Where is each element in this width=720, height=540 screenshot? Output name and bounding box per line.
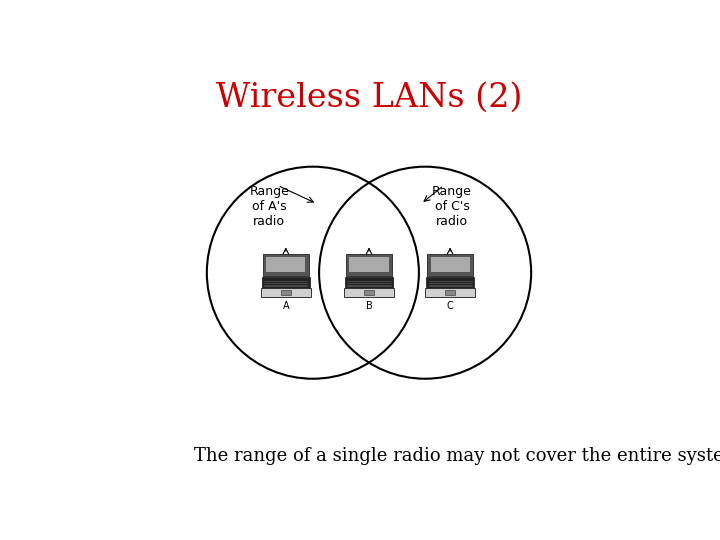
Bar (425, 288, 475, 296)
Text: The range of a single radio may not cover the entire system.: The range of a single radio may not cove… (194, 447, 720, 464)
Text: Range
of A's
radio: Range of A's radio (249, 185, 289, 228)
Circle shape (319, 167, 531, 379)
Bar (426, 278, 474, 288)
Bar (349, 257, 389, 272)
Text: Range
of C's
radio: Range of C's radio (432, 185, 472, 228)
Bar (281, 290, 291, 295)
Bar (266, 257, 305, 272)
Bar (263, 254, 309, 275)
Bar (346, 254, 392, 275)
Circle shape (207, 167, 419, 379)
Bar (364, 290, 374, 295)
Text: A: A (282, 301, 289, 310)
Bar (428, 254, 473, 275)
Bar (262, 278, 310, 288)
Bar (261, 288, 311, 296)
Bar (431, 257, 469, 272)
Text: Wireless LANs (2): Wireless LANs (2) (216, 82, 522, 113)
Text: B: B (366, 301, 372, 310)
Text: C: C (446, 301, 454, 310)
Bar (345, 278, 393, 288)
Bar (445, 290, 455, 295)
Bar (344, 288, 394, 296)
